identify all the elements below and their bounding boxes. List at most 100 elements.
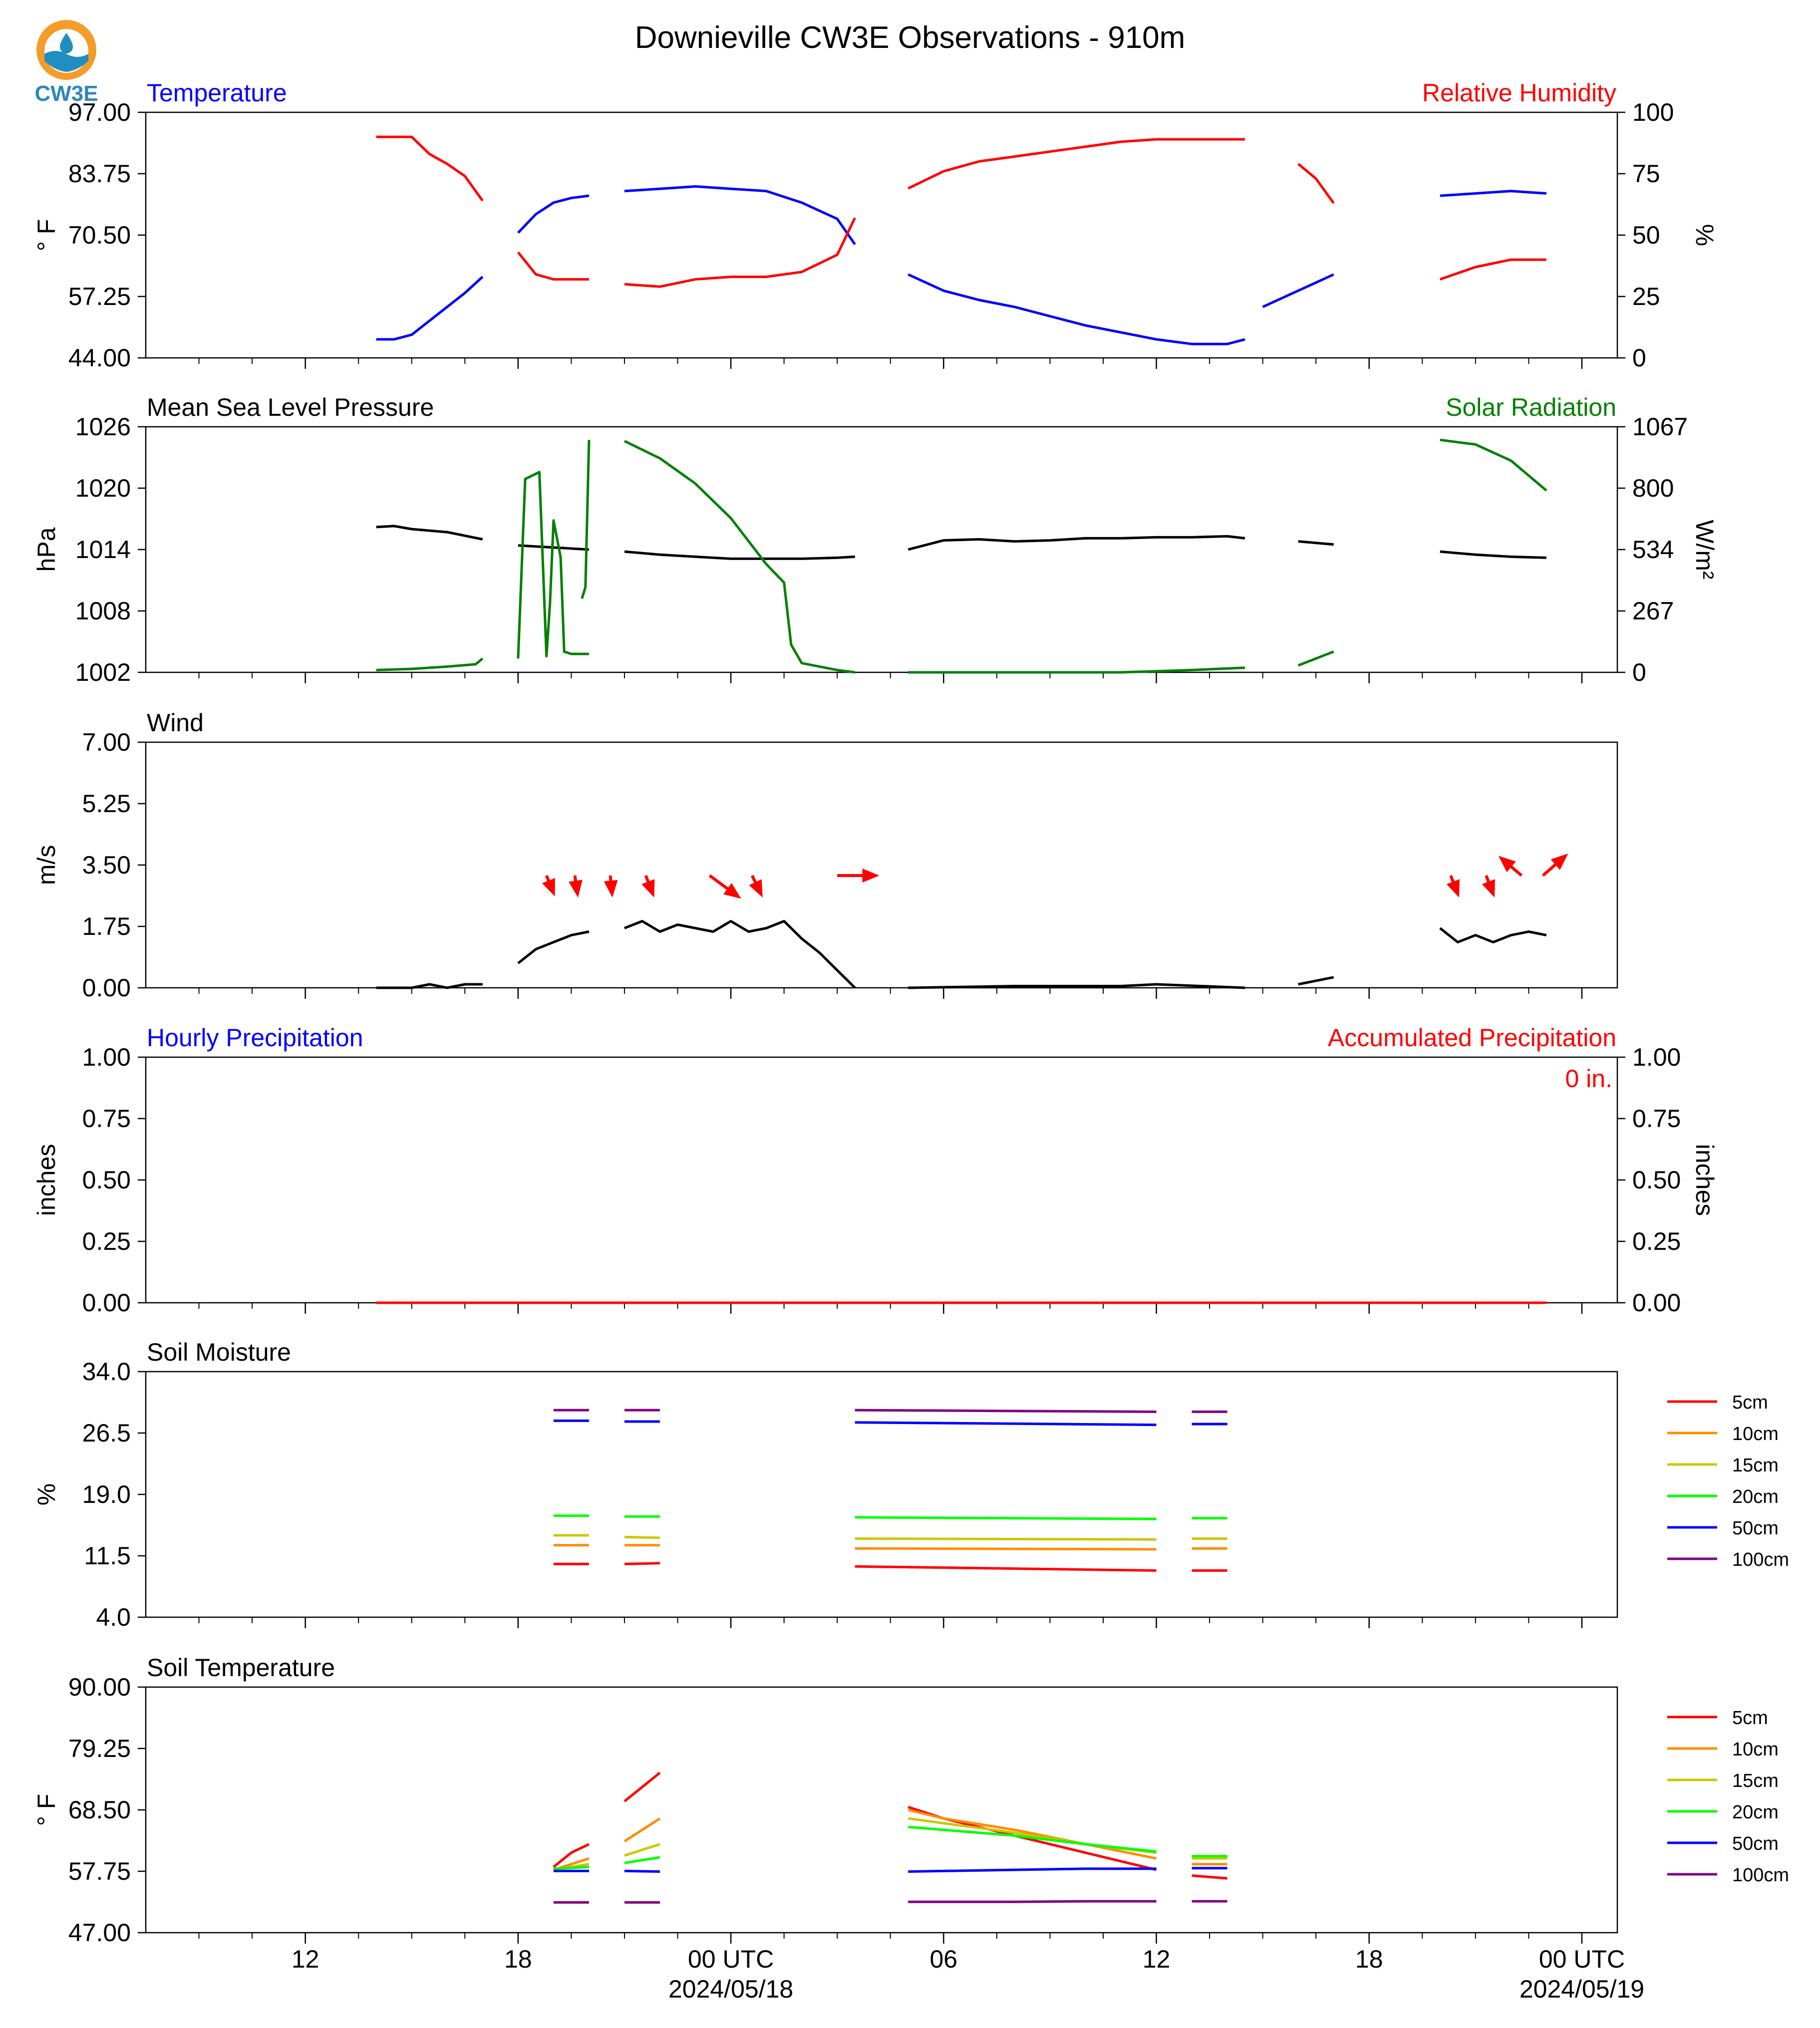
y-tick-label: 1020 [75, 474, 131, 502]
y2-tick-label: 75 [1632, 160, 1660, 188]
series-line [1297, 650, 1334, 667]
y-tick-label: 7.00 [82, 728, 131, 756]
x-tick-label: 12 [1143, 1945, 1171, 1973]
panel-title-right: Relative Humidity [1422, 79, 1616, 107]
y-tick-label: 47.00 [68, 1919, 131, 1947]
y2-tick-label: 1067 [1632, 413, 1688, 441]
x-tick-date-label: 2024/05/19 [1519, 1975, 1644, 2003]
legend-label: 20cm [1732, 1802, 1779, 1823]
logo-water [44, 51, 88, 72]
y-tick-label: 90.00 [68, 1673, 131, 1701]
panel-frame [145, 1371, 1618, 1618]
wind-arrow-head [641, 879, 655, 898]
x-tick-label: 18 [1355, 1945, 1383, 1973]
series-line-5cm [624, 1562, 660, 1565]
panel-frame [145, 741, 1618, 989]
y-axis-label: m/s [32, 845, 60, 885]
accumulated-precip-value: 0 in. [1565, 1065, 1612, 1093]
legend-label: 50cm [1732, 1518, 1779, 1539]
series-line [376, 276, 484, 341]
y-axis-label: inches [32, 1144, 60, 1216]
x-tick-date-label: 2024/05/18 [668, 1975, 793, 2003]
legend-label: 15cm [1732, 1770, 1779, 1791]
y2-tick-label: 100 [1632, 98, 1674, 126]
series-line-15cm [855, 1537, 1157, 1541]
panel-title-left: Wind [147, 709, 204, 737]
panel-wind: Wind 0.00 1.75 3.50 5.25 7.00 m/s [32, 709, 1618, 1002]
panel-frame [145, 1056, 1618, 1304]
x-tick-label: 00 UTC [1539, 1945, 1625, 1973]
y2-tick-label: 534 [1632, 536, 1674, 564]
panel-frame [145, 1686, 1618, 1934]
legend-label: 100cm [1732, 1549, 1789, 1570]
series-line [624, 217, 856, 288]
series-line-20cm [855, 1516, 1157, 1520]
panel-title-right: Accumulated Precipitation [1328, 1024, 1616, 1052]
y2-tick-label: 0.75 [1632, 1105, 1681, 1133]
y-tick-label: 1026 [75, 413, 131, 441]
panel-title-left: Mean Sea Level Pressure [147, 393, 434, 421]
series-line [1439, 927, 1547, 944]
legend-label: 5cm [1732, 1392, 1768, 1413]
panel-title-right: Solar Radiation [1446, 393, 1616, 421]
y2-tick-label: 800 [1632, 474, 1674, 502]
series-line [908, 273, 1245, 345]
legend-label: 50cm [1732, 1833, 1779, 1854]
y-axis-label: ° F [32, 1794, 60, 1826]
series-line [624, 920, 856, 989]
cw3e-logo: CW3E [34, 20, 98, 105]
series-line [1262, 273, 1334, 308]
y2-tick-label: 0.50 [1632, 1166, 1681, 1194]
y2-tick-label: 0.00 [1632, 1289, 1681, 1317]
panel-soil-temperature: Soil Temperature 47.00 57.75 68.50 79.25 90.0… [32, 1654, 1789, 1947]
y-tick-label: 70.50 [68, 221, 131, 249]
series-line-5cm [1192, 1874, 1227, 1880]
series-line-100cm [855, 1409, 1157, 1413]
y-tick-label: 1.00 [82, 1043, 131, 1071]
y-tick-label: 83.75 [68, 160, 131, 188]
legend-label: 5cm [1732, 1708, 1768, 1729]
series-line [376, 983, 483, 989]
x-tick-label: 00 UTC [688, 1945, 774, 1973]
y-tick-label: 57.75 [68, 1857, 131, 1885]
y-tick-label: 34.0 [82, 1358, 131, 1386]
series-line [908, 535, 1245, 551]
series-line [376, 525, 483, 541]
y-axis-label: ° F [32, 219, 60, 251]
wind-arrow-head [862, 869, 880, 883]
y-tick-label: 11.5 [84, 1542, 131, 1570]
x-tick-label: 06 [930, 1945, 958, 1973]
y-tick-label: 0.00 [82, 1289, 131, 1317]
series-line [376, 135, 484, 202]
x-tick-label: 18 [504, 1945, 532, 1973]
series-line [1298, 540, 1334, 546]
series-line [517, 471, 589, 659]
y-tick-label: 0.50 [82, 1166, 131, 1194]
y-axis-label: hPa [32, 527, 60, 572]
y2-axis-label: W/m² [1691, 520, 1719, 579]
wind-arrow-head [1550, 854, 1568, 870]
y2-tick-label: 0 [1632, 344, 1646, 372]
series-line-10cm [623, 1817, 661, 1843]
wind-arrow-head [1446, 879, 1460, 898]
wind-arrow-head [569, 879, 583, 898]
series-line [376, 657, 484, 671]
y-tick-label: 79.25 [68, 1735, 131, 1762]
y-tick-label: 0.00 [82, 974, 131, 1002]
y2-tick-label: 50 [1632, 221, 1660, 249]
series-line-5cm [855, 1565, 1157, 1572]
legend-label: 15cm [1732, 1455, 1779, 1476]
y2-axis-label: inches [1691, 1144, 1719, 1216]
panel-precipitation: Hourly Precipitation Accumulated Precipit… [32, 1024, 1719, 1317]
y2-tick-label: 0.25 [1632, 1227, 1681, 1255]
wind-arrow-head [604, 879, 618, 898]
y-tick-label: 5.25 [82, 790, 131, 818]
y2-tick-label: 25 [1632, 283, 1660, 310]
y-tick-label: 1008 [75, 597, 131, 625]
series-line [1440, 438, 1547, 492]
y2-axis-label: % [1691, 224, 1719, 246]
y-tick-label: 1002 [75, 658, 131, 686]
y2-tick-label: 0 [1632, 658, 1646, 686]
logo-text: CW3E [34, 81, 98, 105]
series-line-20cm [553, 1865, 590, 1870]
